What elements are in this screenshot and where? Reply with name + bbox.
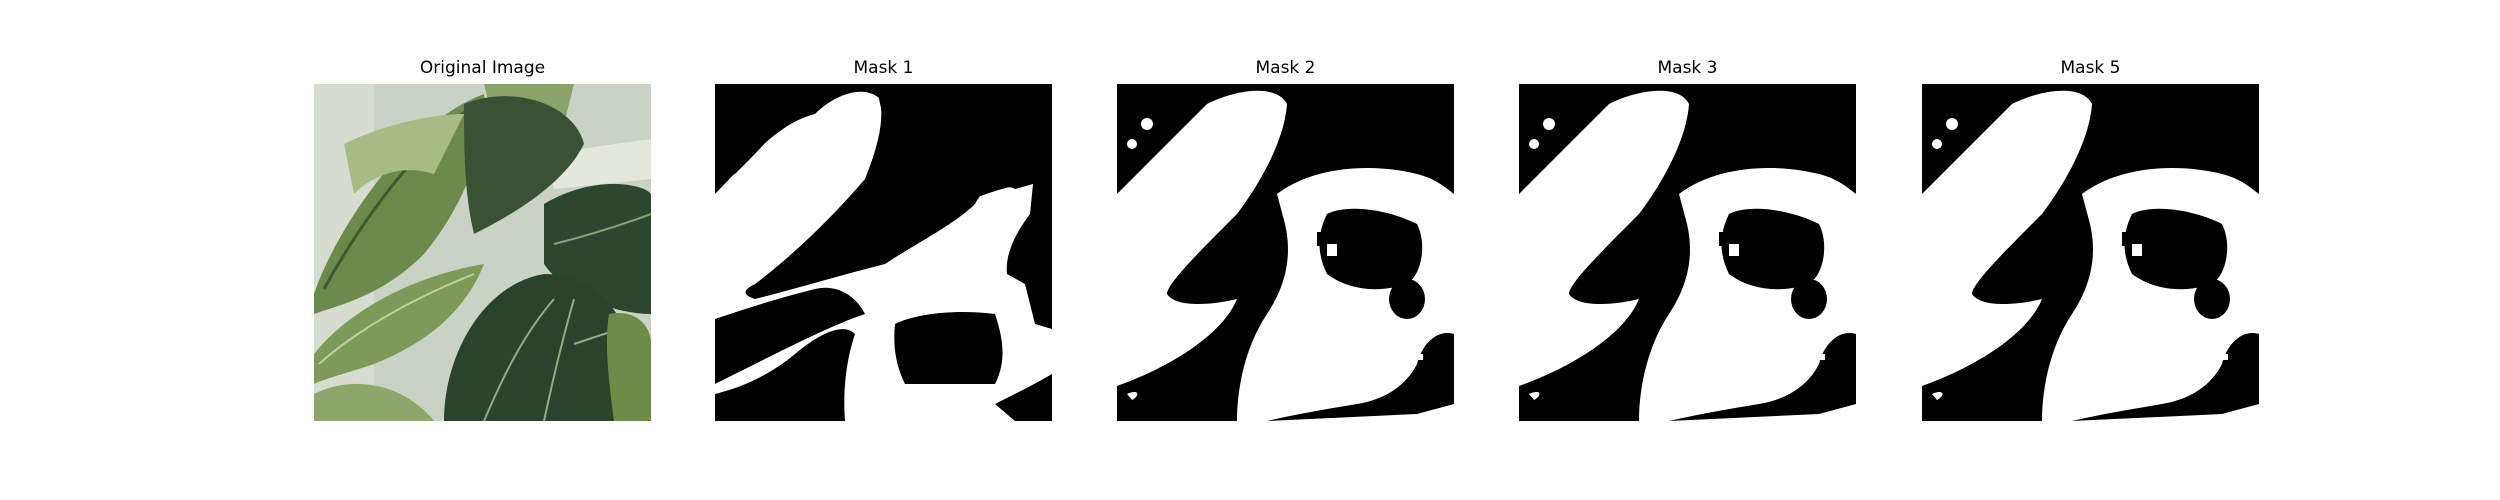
mask-image-5 bbox=[1922, 84, 2259, 421]
mask-image-3 bbox=[1519, 84, 1856, 421]
mask-image-1 bbox=[715, 84, 1052, 421]
mask-image-2 bbox=[1117, 84, 1454, 421]
panel-title: Mask 2 bbox=[1255, 58, 1316, 78]
panel-title: Mask 5 bbox=[2060, 58, 2121, 78]
original-image bbox=[314, 84, 651, 421]
panel-mask-1: Mask 1 bbox=[715, 0, 1052, 500]
panel-title: Mask 1 bbox=[853, 58, 914, 78]
panel-mask-3: Mask 3 bbox=[1519, 0, 1856, 500]
panel-mask-5: Mask 5 bbox=[1922, 0, 2259, 500]
panel-mask-2: Mask 2 bbox=[1117, 0, 1454, 500]
panel-title: Mask 3 bbox=[1657, 58, 1718, 78]
panel-original: Original Image bbox=[314, 0, 651, 500]
panel-title: Original Image bbox=[419, 58, 546, 78]
